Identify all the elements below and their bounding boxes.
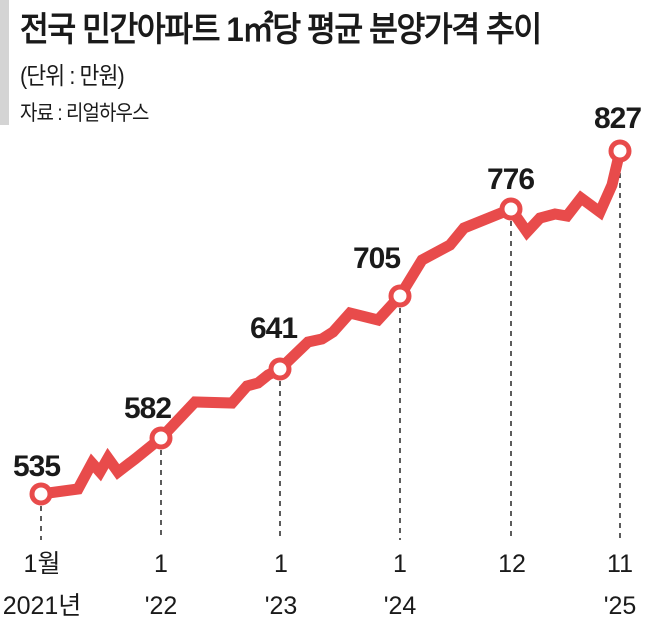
x-month-4: 12 [498, 550, 526, 578]
guide-lines [40, 163, 621, 540]
x-month-2: 1 [274, 550, 288, 578]
markers [29, 139, 632, 506]
marker-2025-11 [608, 139, 632, 163]
x-year-5: '25 [604, 592, 637, 620]
x-year-0: 2021년 [3, 592, 82, 620]
x-month-3: 1 [393, 550, 407, 578]
value-labels: 535 582 641 705 776 827 [13, 102, 642, 483]
value-label-827: 827 [594, 102, 641, 135]
x-year-2: '23 [265, 592, 298, 620]
value-label-535: 535 [13, 450, 60, 483]
marker-2024-01 [388, 284, 412, 308]
value-label-705: 705 [353, 242, 400, 275]
value-label-641: 641 [250, 312, 297, 345]
price-line [40, 149, 626, 500]
title-accent-bar [0, 0, 9, 125]
chart-source: 자료 : 리얼하우스 [20, 102, 149, 125]
x-axis-labels: 1월 2021년 1 '22 1 '23 1 '24 12 11 '25 [3, 550, 637, 620]
x-year-1: '22 [145, 592, 178, 620]
marker-2024-12 [499, 197, 523, 221]
x-month-5: 11 [607, 550, 633, 578]
marker-2022-01 [149, 426, 173, 450]
chart-unit: (단위 : 만원) [20, 63, 125, 90]
marker-2021-01 [29, 482, 53, 506]
x-month-1: 1 [154, 550, 168, 578]
value-label-776: 776 [487, 163, 534, 196]
x-year-3: '24 [384, 592, 417, 620]
x-month-0: 1월 [24, 550, 61, 578]
value-label-582: 582 [124, 392, 171, 425]
chart-title: 전국 민간아파트 1㎡당 평균 분양가격 추이 [20, 11, 542, 49]
marker-2023-01 [268, 357, 292, 381]
